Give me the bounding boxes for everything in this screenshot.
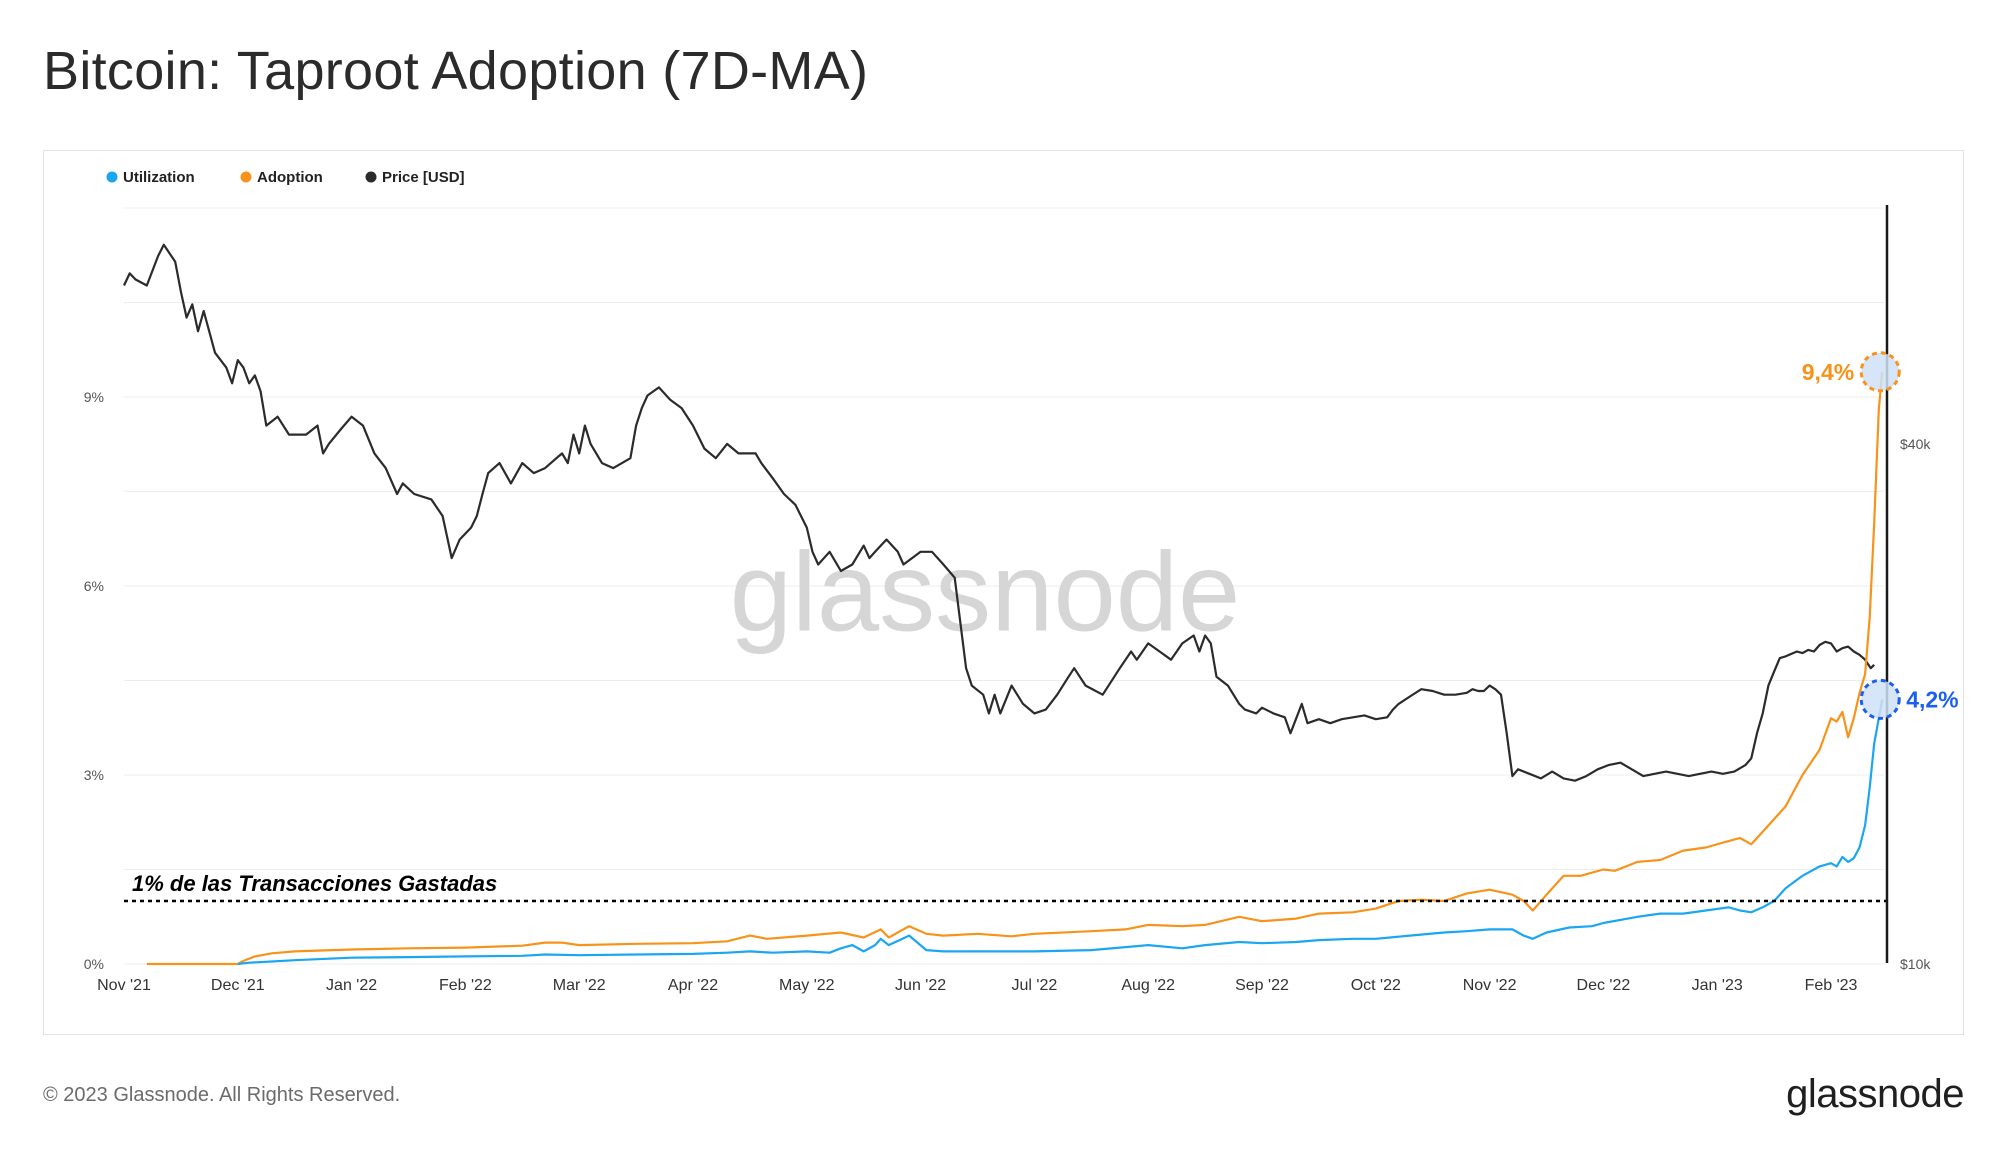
legend-adoption-swatch [240, 171, 252, 183]
chart-frame: glassnode 0% 3% 6% 9% $10k $40k Nov '21 Dec '21… [43, 150, 1964, 1035]
brand-logo: glassnode [1786, 1072, 1964, 1116]
x-tick-label: Mar '22 [553, 977, 606, 994]
reference-line-label: 1% de las Transacciones Gastadas [132, 871, 497, 896]
adoption-line [146, 371, 1884, 966]
x-tick-label: May '22 [779, 977, 835, 994]
x-tick-label: Jan '23 [1692, 977, 1743, 994]
adoption-callout-label: 9,4% [1802, 359, 1854, 385]
x-tick-label: Dec '22 [1577, 977, 1631, 994]
chart-svg: glassnode 0% 3% 6% 9% $10k $40k Nov '21 Dec '21… [84, 169, 1959, 994]
legend-adoption-label: Adoption [257, 169, 323, 186]
utilization-callout-label: 4,2% [1906, 686, 1958, 712]
axes: 0% 3% 6% 9% $10k $40k Nov '21 Dec '21 Jan '22 Feb… [84, 205, 1931, 994]
x-tick-label: Sep '22 [1235, 977, 1289, 994]
x-tick-label: Jul '22 [1012, 977, 1058, 994]
legend-price-label: Price [USD] [382, 169, 465, 186]
x-tick-label: Apr '22 [668, 977, 718, 994]
reference-line-group: 1% de las Transacciones Gastadas [124, 871, 1886, 903]
series [123, 243, 1884, 966]
gridlines [124, 207, 1884, 965]
page-title: Bitcoin: Taproot Adoption (7D-MA) [43, 41, 869, 101]
x-tick-label: Nov '22 [1463, 977, 1517, 994]
x-tick-label: Oct '22 [1351, 977, 1401, 994]
x-tick-label: Feb '23 [1805, 977, 1858, 994]
y-right-tick-label: $40k [1900, 436, 1931, 452]
copyright-text: © 2023 Glassnode. All Rights Reserved. [43, 1084, 401, 1106]
y-left-tick-label: 0% [84, 956, 104, 972]
legend-utilization-label: Utilization [123, 169, 195, 186]
utilization-line [237, 699, 1884, 966]
x-tick-label: Jun '22 [895, 977, 946, 994]
x-tick-label: Aug '22 [1121, 977, 1175, 994]
adoption-callout-circle [1859, 351, 1901, 393]
x-tick-label: Jan '22 [326, 977, 377, 994]
annotations: 9,4% 4,2% [1802, 351, 1959, 720]
y-right-tick-label: $10k [1900, 956, 1931, 972]
legend: Utilization Adoption Price [USD] [106, 169, 465, 186]
utilization-callout-circle [1859, 678, 1901, 720]
x-tick-label: Feb '22 [439, 977, 492, 994]
watermark-logo: glassnode [730, 530, 1241, 655]
x-tick-label: Nov '21 [97, 977, 151, 994]
legend-utilization-swatch [106, 171, 118, 183]
price-line [123, 243, 1875, 782]
y-left-tick-label: 3% [84, 767, 104, 783]
x-tick-label: Dec '21 [211, 977, 265, 994]
y-left-tick-label: 9% [84, 389, 104, 405]
legend-price-swatch [365, 171, 377, 183]
y-left-tick-label: 6% [84, 578, 104, 594]
